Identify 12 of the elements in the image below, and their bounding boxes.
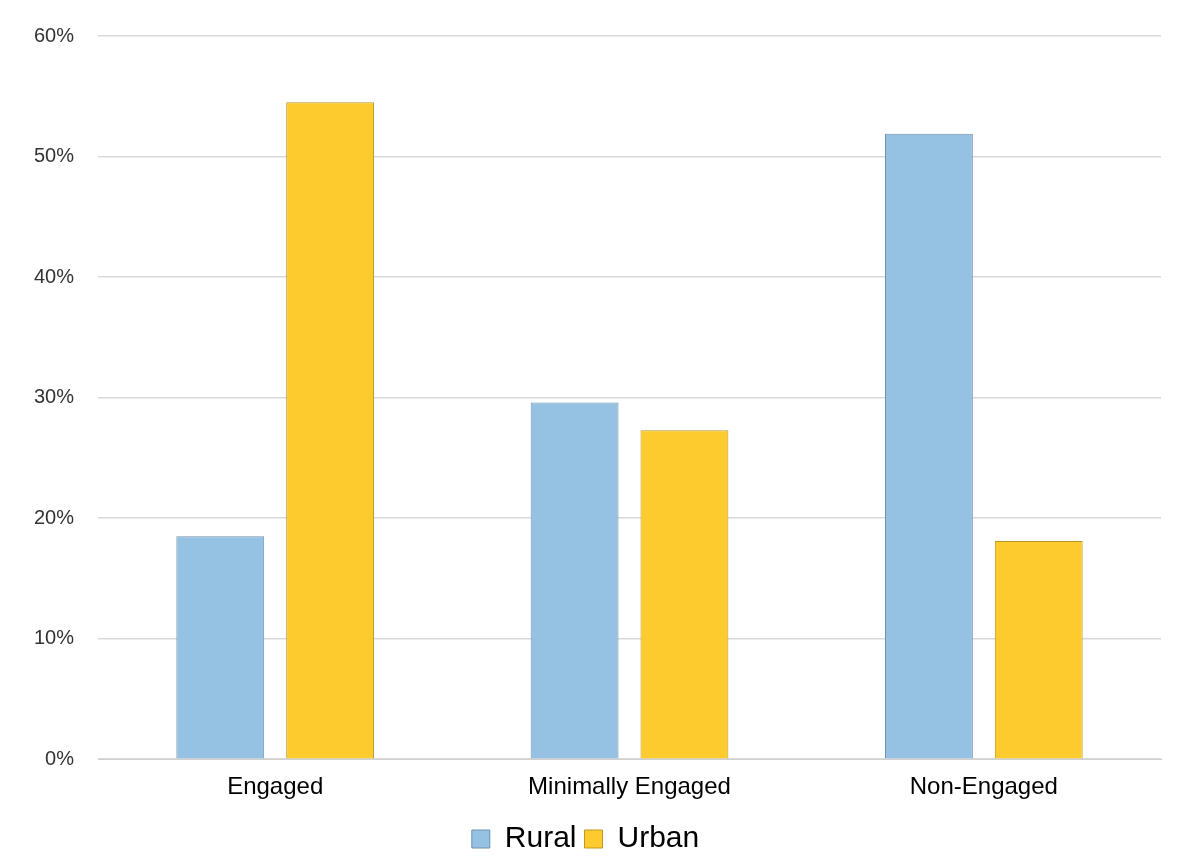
legend-label: Urban	[617, 820, 700, 854]
y-tick-label: 40%	[34, 264, 75, 287]
x-tick-label: Non-Engaged	[909, 772, 1058, 800]
legend-label: Rural	[504, 820, 577, 854]
y-tick-label: 20%	[34, 505, 75, 528]
x-tick-label: Minimally Engaged	[528, 772, 731, 800]
y-tick-label: 0%	[45, 746, 75, 769]
x-tick-label: Engaged	[227, 772, 324, 800]
y-tick-label: 50%	[34, 144, 75, 167]
y-tick-label: 10%	[34, 626, 75, 649]
y-tick-label: 30%	[34, 385, 75, 408]
y-tick-label: 60%	[34, 23, 75, 46]
